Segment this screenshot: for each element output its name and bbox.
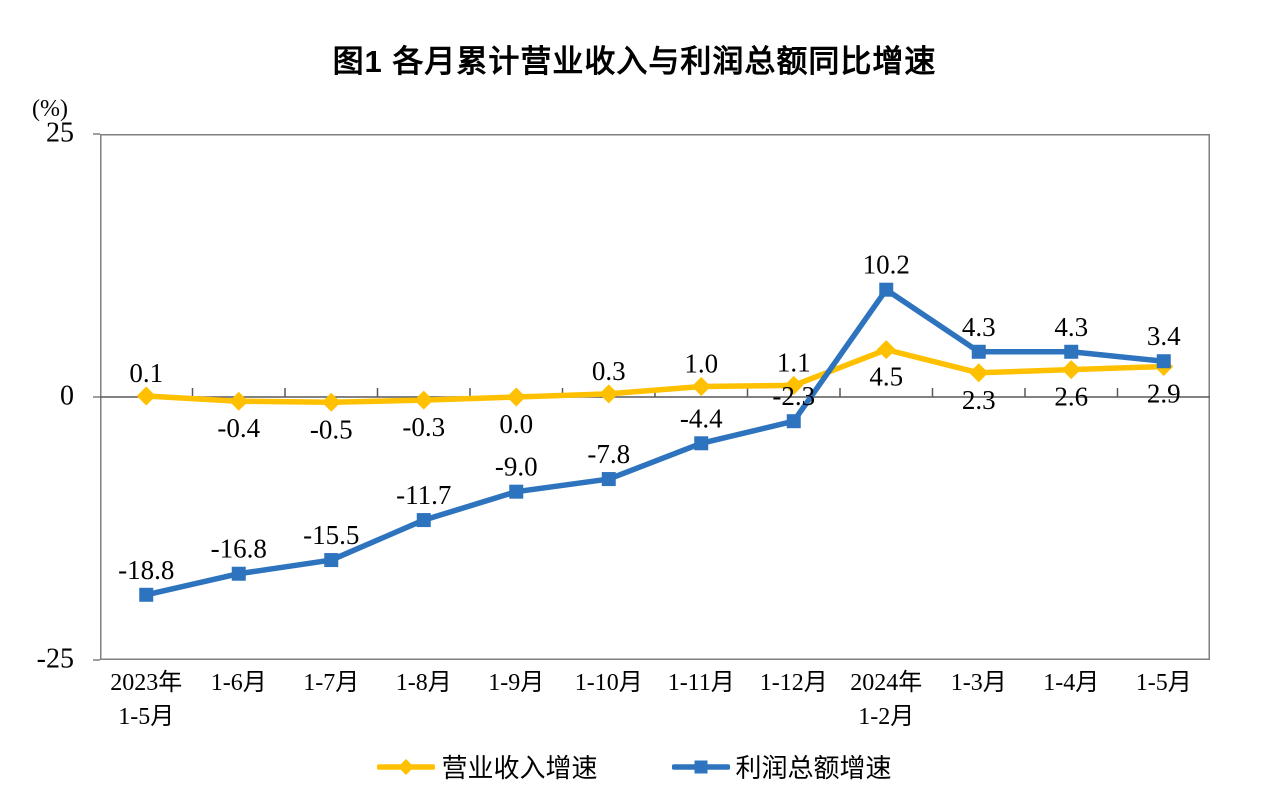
data-label: -7.8 <box>587 439 630 469</box>
profit-point-marker <box>231 566 246 581</box>
data-label: -0.5 <box>310 414 353 444</box>
x-axis-label: 1-8月 <box>378 666 471 700</box>
data-label: 10.2 <box>863 250 910 280</box>
profit-point-marker <box>509 484 524 499</box>
x-axis-label-line: 1-10月 <box>574 670 643 696</box>
y-axis-tick-label: 25 <box>46 117 74 149</box>
profit-point-marker <box>601 472 616 487</box>
x-axis-label-line: 2023年 <box>110 670 183 696</box>
x-axis-label: 1-10月 <box>563 666 656 700</box>
revenue-point-marker <box>136 386 156 406</box>
data-label: 2.6 <box>1054 382 1088 412</box>
data-label: 2.9 <box>1147 378 1181 408</box>
data-label: 0.3 <box>592 356 626 386</box>
revenue-point-marker <box>1061 360 1081 380</box>
profit-point-marker <box>786 414 801 429</box>
plot-svg: 0.1 -0.4 -0.5 -0.3 0.0 0.3 1.0 1.1 4.5 2.3 2.6 2.9 -… <box>93 133 1210 661</box>
x-axis-label-line: 1-7月 <box>303 670 360 696</box>
x-axis-label: 1-3月 <box>933 666 1026 700</box>
revenue-point-marker <box>414 390 434 410</box>
profit-point-marker <box>324 553 339 568</box>
data-label: -9.0 <box>495 452 538 482</box>
legend-swatch-profit <box>671 760 730 773</box>
profit-line <box>143 286 1167 598</box>
profit-point-marker <box>879 282 894 297</box>
x-axis-label: 2024年 1-2月 <box>840 666 933 734</box>
data-label: 4.3 <box>1054 312 1088 342</box>
legend-square-marker <box>694 760 707 773</box>
profit-point-marker <box>139 587 154 602</box>
data-label: 2.3 <box>962 385 996 415</box>
profit-point-marker <box>416 513 431 528</box>
legend-swatch-revenue <box>377 758 436 775</box>
data-label: -11.7 <box>396 480 451 510</box>
revenue-point-marker <box>321 392 341 412</box>
x-axis-label: 1-5月 <box>1118 666 1211 700</box>
y-axis-tick-label: 0 <box>60 380 74 412</box>
x-axis-label-line: 2024年 <box>850 670 923 696</box>
profit-point-marker <box>1064 344 1079 359</box>
data-label: 4.3 <box>962 312 996 342</box>
revenue-point-marker <box>876 340 896 360</box>
profit-point-marker <box>694 436 709 451</box>
x-axis-label-line: 1-5月 <box>118 704 175 730</box>
x-axis-label-line: 1-5月 <box>1135 670 1192 696</box>
x-axis-label: 1-11月 <box>655 666 748 700</box>
y-axis-tick-label: -25 <box>36 643 74 675</box>
x-axis-label-line: 1-2月 <box>858 704 915 730</box>
data-label: 4.5 <box>869 362 903 392</box>
legend-label: 利润总额增速 <box>735 754 892 783</box>
x-axis-label: 1-6月 <box>193 666 286 700</box>
revenue-point-marker <box>969 363 989 383</box>
x-axis-label-line: 1-3月 <box>950 670 1007 696</box>
legend-diamond-marker <box>398 758 415 775</box>
profit-point-marker <box>1156 354 1171 369</box>
data-label: 3.4 <box>1147 321 1181 351</box>
data-label: -4.4 <box>680 403 723 433</box>
data-label: 0.0 <box>499 409 533 439</box>
y-axis-unit-label: (%) <box>32 96 68 122</box>
data-label: -2.3 <box>772 381 815 411</box>
x-axis-label-line: 1-9月 <box>488 670 545 696</box>
x-axis-label: 1-12月 <box>748 666 841 700</box>
revenue-point-marker <box>784 375 804 395</box>
x-axis-label-line: 1-12月 <box>759 670 828 696</box>
x-axis-label: 1-4月 <box>1025 666 1118 700</box>
data-label: -0.4 <box>217 413 260 443</box>
revenue-point-marker <box>599 384 619 404</box>
data-label: -0.3 <box>402 412 445 442</box>
plot-area: 0.1 -0.4 -0.5 -0.3 0.0 0.3 1.0 1.1 4.5 2.3 2.6 2.9 -… <box>93 133 1210 661</box>
x-axis-label-line: 1-8月 <box>395 670 452 696</box>
legend: 营业收入增速 利润总额增速 <box>0 748 1269 785</box>
profit-point-marker <box>971 344 986 359</box>
revenue-line <box>143 346 1167 406</box>
legend-label: 营业收入增速 <box>441 754 598 783</box>
x-axis-label-line: 1-11月 <box>667 670 735 696</box>
data-label: -16.8 <box>211 534 267 564</box>
x-axis-label: 1-7月 <box>285 666 378 700</box>
data-label: 1.0 <box>684 348 718 378</box>
data-label: -18.8 <box>118 555 174 585</box>
legend-item-profit: 利润总额增速 <box>671 748 892 785</box>
x-axis-label-line: 1-4月 <box>1043 670 1100 696</box>
data-label: -15.5 <box>303 520 359 550</box>
revenue-point-marker <box>691 376 711 396</box>
revenue-point-marker <box>506 387 526 407</box>
revenue-point-marker <box>229 391 249 411</box>
x-axis-label: 1-9月 <box>470 666 563 700</box>
x-axis-label-line: 1-6月 <box>210 670 267 696</box>
chart-title: 图1 各月累计营业收入与利润总额同比增速 <box>332 44 937 79</box>
legend-item-revenue: 营业收入增速 <box>377 748 598 785</box>
data-label: 1.1 <box>777 347 811 377</box>
x-axis-label: 2023年 1-5月 <box>100 666 193 734</box>
x-axis-tick-labels: 2023年 1-5月 1-6月 1-7月 1-8月 1-9月 1-10月 1-11月 1-12月… <box>100 666 1210 736</box>
data-label: 0.1 <box>129 358 163 388</box>
